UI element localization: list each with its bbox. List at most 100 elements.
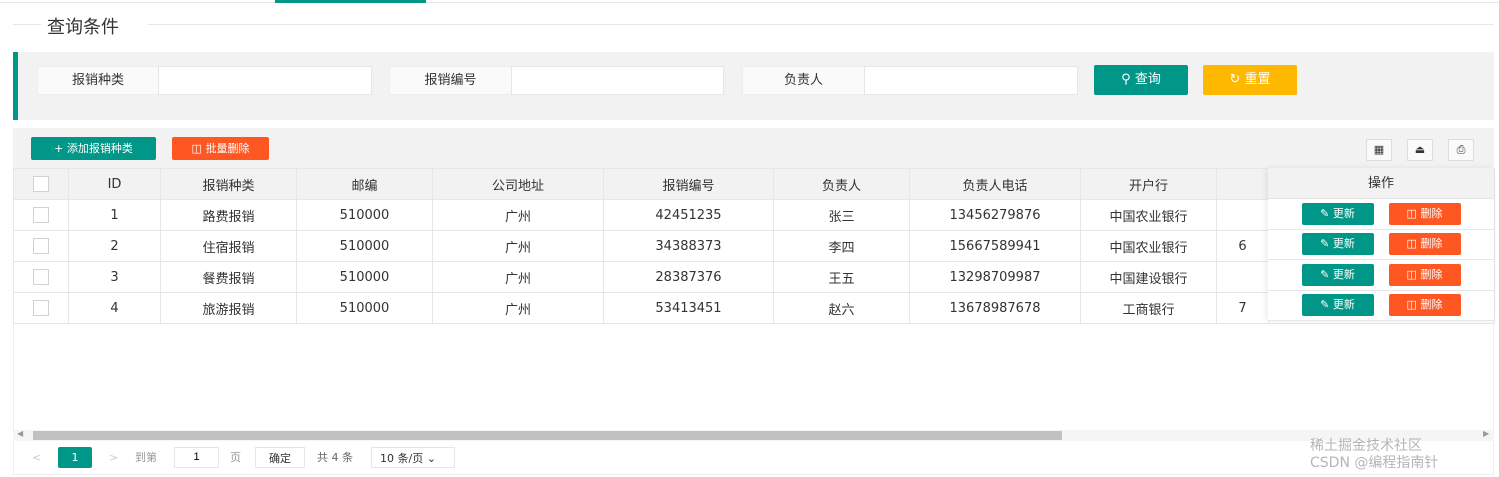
export-icon[interactable]: ⏏ [1407,139,1433,161]
add-label: 添加报销种类 [66,142,133,155]
edit-icon: ✎ [1320,206,1330,220]
header-phone[interactable]: 负责人电话 [909,168,1081,200]
cell-bank: 中国农业银行 [1080,230,1217,262]
update-label: 更新 [1332,267,1355,281]
divider [148,24,1494,25]
delete-label: 删除 [1420,267,1443,281]
search-icon: ⚲ [1121,72,1131,87]
cell-number: 53413451 [603,292,774,324]
print-icon[interactable]: ⎙ [1448,139,1474,161]
prev-page[interactable]: < [32,451,42,464]
cell-id: 1 [68,199,161,231]
checkbox[interactable] [33,269,49,285]
update-button[interactable]: ✎ 更新 [1301,233,1374,256]
next-page[interactable]: > [109,451,119,464]
refresh-icon: ↻ [1229,72,1241,87]
type-input[interactable] [158,66,372,95]
cell-owner: 张三 [773,199,910,231]
goto-input[interactable] [174,447,219,468]
header-number[interactable]: 报销编号 [603,168,774,200]
cell-phone: 13456279876 [909,199,1081,231]
actions-column: 操作 ✎ 更新 ◫ 删除 ✎ 更新 ◫ 删除 ✎ 更新 ◫ 删除 ✎ 更新 ◫ 删除 [1268,168,1494,321]
cell-address: 广州 [432,199,604,231]
page-unit: 页 [230,451,241,464]
label-type: 报销种类 [37,66,159,95]
cell-type: 路费报销 [160,199,297,231]
cell-owner: 赵六 [773,292,910,324]
header-more[interactable] [1216,168,1269,200]
active-tab-indicator[interactable] [275,0,426,3]
cell-bank: 中国农业银行 [1080,199,1217,231]
batch-delete-label: 批量删除 [205,142,250,155]
scroll-left-icon[interactable]: ◀ [17,429,24,438]
update-button[interactable]: ✎ 更新 [1301,202,1374,225]
cell-more [1216,199,1269,231]
table-row[interactable]: 4 旅游报销 510000 广州 53413451 赵六 13678987678 工商银行 7 [13,292,1495,324]
trash-icon: ◫ [1406,267,1417,281]
delete-label: 删除 [1420,237,1443,251]
checkbox[interactable] [33,176,49,192]
checkbox[interactable] [33,300,49,316]
row-select[interactable] [13,230,69,262]
row-actions: ✎ 更新 ◫ 删除 [1268,291,1494,321]
cell-zip: 510000 [296,292,433,324]
top-tab-line [0,2,1499,3]
query-button[interactable]: ⚲ 查询 [1094,65,1188,95]
plus-icon: + [54,142,64,155]
update-button[interactable]: ✎ 更新 [1301,263,1374,286]
checkbox[interactable] [33,238,49,254]
cell-number: 28387376 [603,261,774,293]
header-actions: 操作 [1268,168,1494,199]
row-actions: ✎ 更新 ◫ 删除 [1268,260,1494,291]
total-count: 共 4 条 [317,451,353,464]
trash-icon: ◫ [1406,237,1417,251]
select-all[interactable] [13,168,69,200]
cell-phone: 13298709987 [909,261,1081,293]
header-bank[interactable]: 开户行 [1080,168,1217,200]
delete-button[interactable]: ◫ 删除 [1388,294,1461,317]
section-title: 查询条件 [47,17,119,38]
trash-icon: ◫ [1406,206,1417,220]
row-select[interactable] [13,292,69,324]
scrollbar-thumb[interactable] [33,431,1062,440]
header-zip[interactable]: 邮编 [296,168,433,200]
delete-button[interactable]: ◫ 删除 [1388,233,1461,256]
number-input[interactable] [511,66,724,95]
header-address[interactable]: 公司地址 [432,168,604,200]
update-button[interactable]: ✎ 更新 [1301,294,1374,317]
page-1[interactable]: 1 [58,447,92,468]
reset-button[interactable]: ↻ 重置 [1203,65,1297,95]
add-button[interactable]: + 添加报销种类 [31,137,156,160]
update-label: 更新 [1332,206,1355,220]
cell-bank: 工商银行 [1080,292,1217,324]
cell-id: 4 [68,292,161,324]
cell-zip: 510000 [296,261,433,293]
chevron-down-icon: ⌄ [426,452,436,465]
cell-more: 7 [1216,292,1269,324]
page-size-select[interactable]: 10 条/页 ⌄ [371,447,455,468]
row-actions: ✎ 更新 ◫ 删除 [1268,199,1494,230]
columns-icon[interactable]: ▦ [1366,139,1392,161]
batch-delete-button[interactable]: ◫ 批量删除 [172,137,269,160]
row-select[interactable] [13,261,69,293]
cell-more [1216,261,1269,293]
owner-input[interactable] [864,66,1078,95]
header-type[interactable]: 报销种类 [160,168,297,200]
cell-id: 2 [68,230,161,262]
cell-phone: 15667589941 [909,230,1081,262]
label-owner: 负责人 [742,66,865,95]
scroll-right-icon[interactable]: ▶ [1483,429,1490,438]
cell-address: 广州 [432,292,604,324]
cell-bank: 中国建设银行 [1080,261,1217,293]
confirm-button[interactable]: 确定 [255,447,305,468]
header-id[interactable]: ID [68,168,161,200]
cell-phone: 13678987678 [909,292,1081,324]
checkbox[interactable] [33,207,49,223]
cell-owner: 王五 [773,261,910,293]
row-select[interactable] [13,199,69,231]
cell-more: 6 [1216,230,1269,262]
header-owner[interactable]: 负责人 [773,168,910,200]
delete-button[interactable]: ◫ 删除 [1388,263,1461,286]
delete-button[interactable]: ◫ 删除 [1388,202,1461,225]
divider [13,24,41,25]
